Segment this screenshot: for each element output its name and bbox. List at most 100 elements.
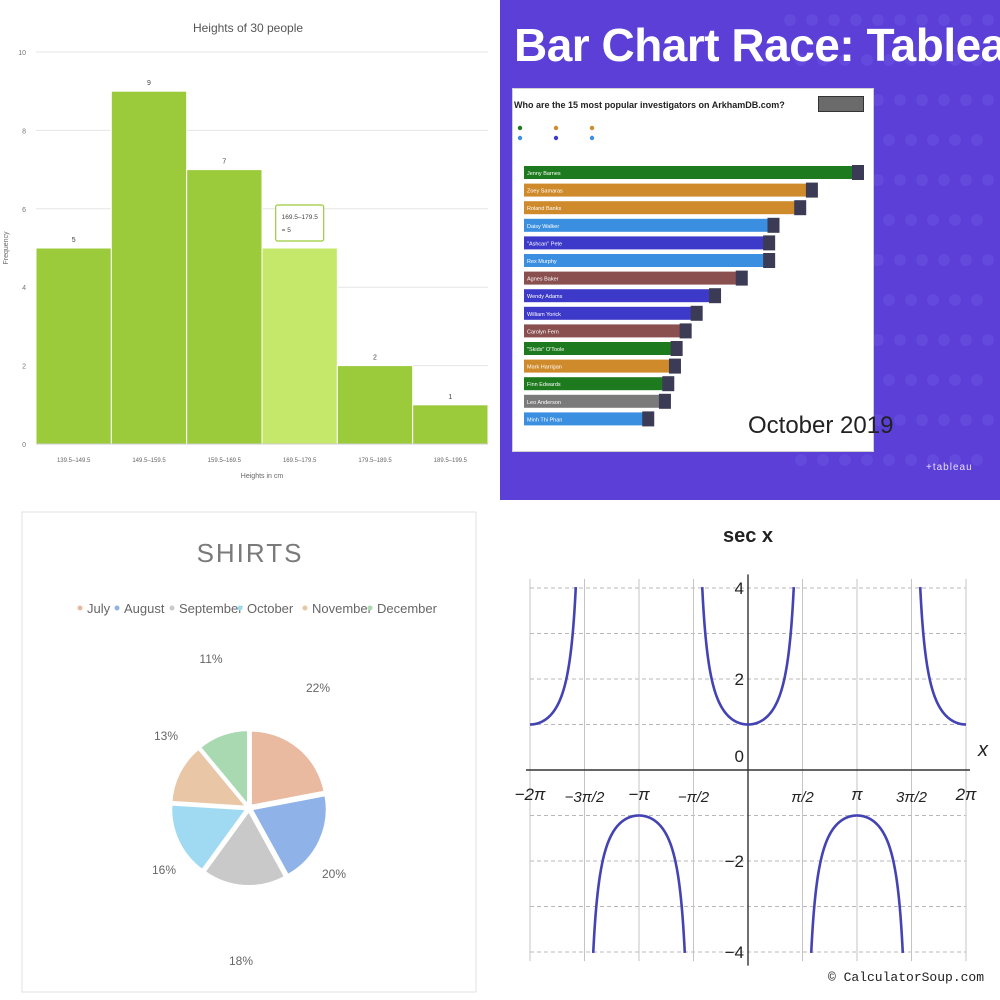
histogram-xtick: 179.5–189.5 <box>358 458 392 464</box>
histogram-bar <box>35 247 112 445</box>
histogram-panel: Heights of 30 people Frequency Heights i… <box>0 0 500 500</box>
pie-legend-label: December <box>377 601 438 616</box>
background-dot <box>905 454 917 466</box>
background-dot <box>894 334 906 346</box>
background-dot <box>949 294 961 306</box>
histogram-xlabel: Heights in cm <box>241 473 284 480</box>
background-dot <box>795 454 807 466</box>
background-dot <box>938 254 950 266</box>
pie-percent-label: 20% <box>322 867 346 881</box>
race-bar-label: Daisy Walker <box>527 224 559 230</box>
histogram-ytick: 8 <box>22 128 26 135</box>
background-dot <box>883 214 895 226</box>
background-dot <box>916 334 928 346</box>
background-dot <box>905 54 917 66</box>
background-dot <box>850 14 862 26</box>
pie-slice <box>203 809 287 887</box>
race-bar <box>524 359 671 373</box>
race-legend-swatch <box>589 125 595 131</box>
background-dot <box>861 54 873 66</box>
sec-xtick: 2π <box>955 785 977 804</box>
background-dot <box>916 14 928 26</box>
pie-title: SHIRTS <box>197 538 304 568</box>
background-dot <box>806 14 818 26</box>
race-bar <box>524 342 673 355</box>
pie-legend-swatch <box>77 605 83 611</box>
histogram-tooltip-box <box>275 204 325 242</box>
background-dot <box>795 54 807 66</box>
sec-ytick: 4 <box>735 579 744 598</box>
background-dot <box>894 14 906 26</box>
race-bar-label: Wendy Adams <box>527 294 563 300</box>
race-bar <box>524 201 797 215</box>
background-dot <box>982 254 994 266</box>
background-dot <box>982 334 994 346</box>
background-dot <box>916 414 928 426</box>
race-bar <box>524 183 808 197</box>
pie-slice <box>198 729 249 808</box>
race-bar-label: Agnes Baker <box>527 277 559 283</box>
sec-chart: sec x x 4 2 0 −2 −4 −2π −3π/2 −π −π/2 π/2 π 3π/2 2π <box>515 525 989 966</box>
background-dot <box>784 14 796 26</box>
race-bar <box>524 412 645 426</box>
sec-ytick: 0 <box>735 747 744 766</box>
histogram-data-label: 1 <box>448 394 452 401</box>
background-dot <box>872 14 884 26</box>
sec-curve-branch <box>530 586 578 726</box>
sec-xtick: −π/2 <box>678 789 710 806</box>
histogram-data-label: 7 <box>222 159 226 166</box>
histogram-title: Heights of 30 people <box>193 21 303 35</box>
background-dot <box>872 254 884 266</box>
sec-xtick: 3π/2 <box>896 789 928 806</box>
pie-legend-swatch <box>114 605 120 611</box>
race-portrait <box>658 393 671 409</box>
background-dot <box>894 414 906 426</box>
race-bar-label: Leo Anderson <box>527 400 561 406</box>
race-portrait <box>668 358 681 374</box>
race-portrait <box>735 270 748 286</box>
race-question: Who are the 15 most popular investigator… <box>514 100 785 110</box>
race-bar-label: Mark Harrigan <box>527 365 562 371</box>
sec-curve-branch <box>809 814 905 954</box>
histogram-bar <box>186 169 263 445</box>
histogram-xtick: 139.5–149.5 <box>57 458 91 464</box>
background-dot <box>960 14 972 26</box>
arkhamdb-logo <box>818 96 864 112</box>
background-dot <box>894 94 906 106</box>
histogram-tooltip-value: = 5 <box>282 227 292 234</box>
race-bar <box>524 218 770 232</box>
background-dot <box>971 214 983 226</box>
sec-xtick: −2π <box>515 785 546 804</box>
background-dot <box>927 134 939 146</box>
sec-xtick: π/2 <box>791 789 814 806</box>
race-bar-label: Finn Edwards <box>527 382 561 388</box>
background-dot <box>960 254 972 266</box>
histogram-ytick: 10 <box>18 50 26 57</box>
histogram-data-label: 2 <box>373 355 377 362</box>
background-dot <box>817 54 829 66</box>
pie-legend-label: November <box>312 601 373 616</box>
race-bar <box>524 324 682 338</box>
background-dot <box>927 214 939 226</box>
histogram-data-label: 5 <box>72 237 76 244</box>
background-dot <box>971 454 983 466</box>
background-dot <box>905 214 917 226</box>
background-dot <box>949 454 961 466</box>
race-bar <box>524 306 693 320</box>
background-dot <box>883 294 895 306</box>
race-portrait <box>763 235 776 251</box>
race-period: October 2019 <box>748 412 894 439</box>
background-dot <box>883 54 895 66</box>
race-bar <box>524 271 738 285</box>
background-dot <box>916 254 928 266</box>
background-dot <box>861 454 873 466</box>
background-dot <box>960 174 972 186</box>
pie-panel: SHIRTS July August September October Novembe… <box>0 500 500 1000</box>
sec-curve-branch <box>591 814 687 954</box>
histogram-ytick: 2 <box>22 364 26 371</box>
sec-ytick: 2 <box>735 670 744 689</box>
background-dot <box>971 134 983 146</box>
race-portrait <box>794 200 807 216</box>
histogram-xtick: 159.5–169.5 <box>208 458 242 464</box>
race-title: Bar Chart Race: Tableau <box>514 19 1000 71</box>
